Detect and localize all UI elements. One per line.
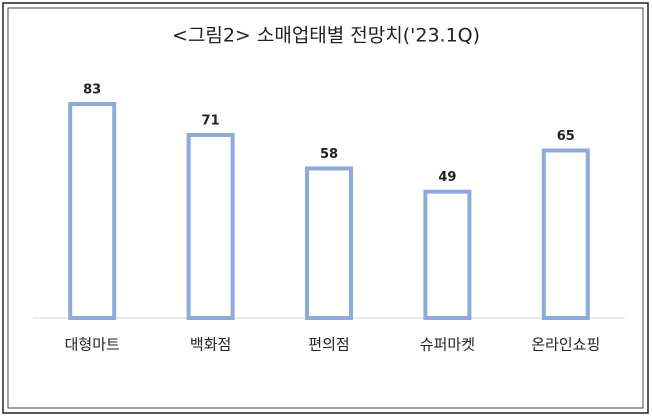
data-label: 71: [202, 113, 220, 128]
bar: [68, 102, 117, 320]
x-tick-label: 편의점: [308, 336, 349, 354]
bar: [305, 166, 353, 320]
data-label: 58: [320, 147, 338, 162]
x-tick-label: 온라인쇼핑: [531, 336, 600, 354]
x-tick-label: 슈퍼마켓: [420, 336, 475, 354]
inner-frame: [7, 7, 644, 409]
data-label: 49: [438, 170, 456, 185]
data-label: 83: [83, 83, 101, 98]
data-label: 65: [557, 129, 575, 144]
chart-title: <그림2> 소매업태별 전망치('23.1Q): [172, 25, 480, 47]
x-tick-label: 대형마트: [65, 336, 120, 354]
bar: [541, 148, 590, 320]
bar: [423, 189, 472, 320]
bar: [186, 132, 235, 320]
x-tick-label: 백화점: [190, 336, 231, 354]
